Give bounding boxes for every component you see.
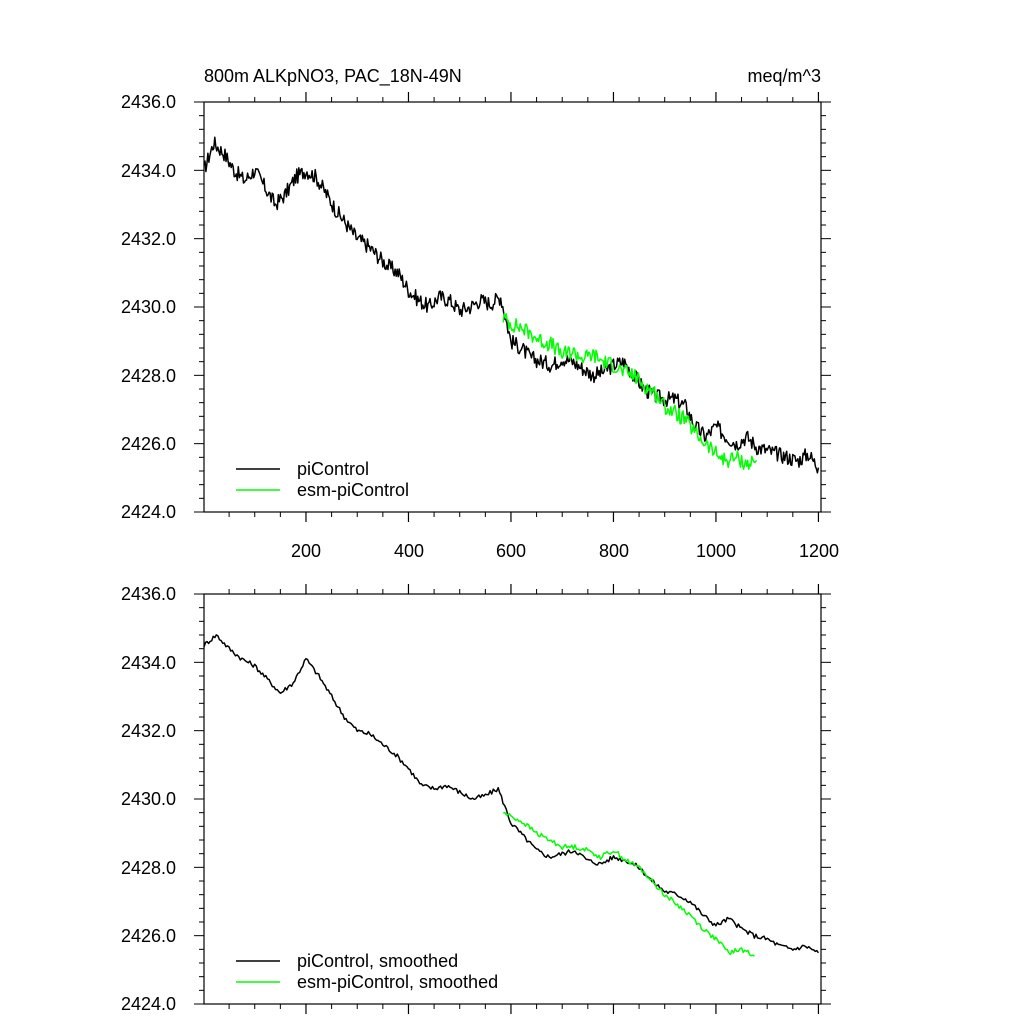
y-tick-label: 2424.0 bbox=[121, 502, 176, 522]
top-panel: 2424.0 2426.0 2428.0 2430.0 2432.0 2434.… bbox=[121, 92, 839, 561]
top-plot-frame bbox=[203, 101, 822, 513]
y-tick-label: 2436.0 bbox=[121, 584, 176, 604]
y-tick-label: 2430.0 bbox=[121, 297, 176, 317]
series-line-esm-picontrol-smoothed bbox=[503, 811, 755, 957]
series-line-esm-picontrol bbox=[502, 312, 758, 470]
top-legend: piControl esm-piControl bbox=[236, 459, 409, 500]
y-tick-label: 2432.0 bbox=[121, 229, 176, 249]
x-tick-label: 400 bbox=[394, 541, 424, 561]
x-tick-label: 800 bbox=[599, 541, 629, 561]
x-tick-label: 200 bbox=[291, 541, 321, 561]
bottom-legend: piControl, smoothed esm-piControl, smoot… bbox=[236, 951, 498, 992]
bottom-ticks bbox=[194, 584, 831, 1014]
legend-label-picontrol-smoothed: piControl, smoothed bbox=[297, 951, 458, 971]
legend-label-esm-picontrol-smoothed: esm-piControl, smoothed bbox=[297, 972, 498, 992]
legend-label-esm-picontrol: esm-piControl bbox=[297, 480, 409, 500]
y-tick-label: 2434.0 bbox=[121, 653, 176, 673]
series-line-picontrol bbox=[203, 136, 820, 474]
bottom-plot-frame bbox=[203, 593, 822, 1005]
bottom-y-tick-labels: 2424.0 2426.0 2428.0 2430.0 2432.0 2434.… bbox=[121, 584, 176, 1014]
title-left: 800m ALKpNO3, PAC_18N-49N bbox=[204, 66, 462, 87]
series-line-picontrol-smoothed bbox=[203, 634, 820, 954]
y-tick-label: 2436.0 bbox=[121, 92, 176, 112]
y-tick-label: 2430.0 bbox=[121, 789, 176, 809]
y-tick-label: 2434.0 bbox=[121, 161, 176, 181]
y-tick-label: 2428.0 bbox=[121, 858, 176, 878]
top-series bbox=[203, 136, 820, 474]
y-tick-label: 2432.0 bbox=[121, 721, 176, 741]
bottom-panel: 2424.0 2426.0 2428.0 2430.0 2432.0 2434.… bbox=[121, 584, 831, 1014]
x-tick-label: 1000 bbox=[696, 541, 736, 561]
y-tick-label: 2424.0 bbox=[121, 994, 176, 1014]
bottom-series bbox=[203, 634, 820, 957]
y-tick-label: 2426.0 bbox=[121, 926, 176, 946]
x-tick-label: 600 bbox=[496, 541, 526, 561]
x-tick-label: 1200 bbox=[799, 541, 839, 561]
title-right: meq/m^3 bbox=[748, 66, 821, 86]
top-y-tick-labels: 2424.0 2426.0 2428.0 2430.0 2432.0 2434.… bbox=[121, 92, 176, 522]
top-x-tick-labels: 200 400 600 800 1000 1200 bbox=[291, 541, 839, 561]
legend-label-picontrol: piControl bbox=[297, 459, 369, 479]
top-ticks bbox=[194, 92, 831, 522]
y-tick-label: 2426.0 bbox=[121, 434, 176, 454]
y-tick-label: 2428.0 bbox=[121, 366, 176, 386]
